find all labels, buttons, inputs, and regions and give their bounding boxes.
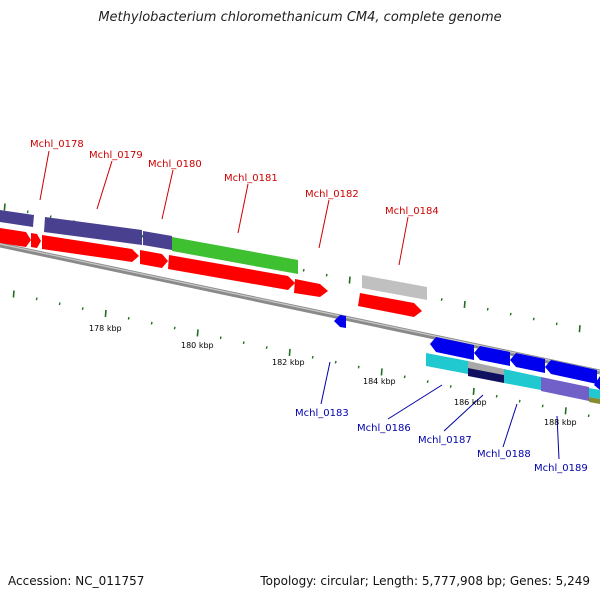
- cog-block-edge-olive[interactable]: [589, 397, 600, 404]
- cds-arrow-5[interactable]: [294, 279, 328, 297]
- gene-label-mchl-0179[interactable]: Mchl_0179: [89, 150, 143, 161]
- cds-reverse-arrow-2[interactable]: [474, 346, 510, 366]
- cds-reverse-arrow-4[interactable]: [545, 360, 597, 384]
- gene-label-mchl-0178[interactable]: Mchl_0178: [30, 139, 84, 150]
- kbp-label-188: 188 kbp: [544, 418, 577, 427]
- cog-block-mchl-0180[interactable]: [143, 231, 172, 250]
- scale-tick-major: [12, 290, 15, 298]
- scale-tick-minor: [141, 234, 144, 238]
- scale-tick-minor: [587, 414, 590, 418]
- scale-tick-minor: [518, 399, 521, 403]
- scale-tick-minor: [509, 312, 512, 316]
- scale-tick-minor: [486, 307, 489, 311]
- scale-tick-minor: [81, 307, 84, 311]
- scale-tick-major: [463, 300, 466, 308]
- scale-tick-minor: [403, 375, 406, 379]
- scale-tick-minor: [334, 360, 337, 364]
- top-label-leaders: [39, 150, 409, 266]
- scale-tick-major: [578, 325, 581, 333]
- scale-tick-major: [196, 329, 199, 337]
- cds-arrow-3[interactable]: [140, 250, 168, 268]
- bottom-label-leaders: [320, 361, 560, 460]
- cog-block-mchl-0181[interactable]: [172, 237, 298, 274]
- bottom-gene-labels: Mchl_0183 Mchl_0186 Mchl_0187 Mchl_0188 …: [295, 408, 588, 474]
- cog-block-mchl-0189[interactable]: [541, 377, 589, 401]
- scale-tick-minor: [26, 210, 29, 214]
- top-gene-labels: Mchl_0178 Mchl_0179 Mchl_0180 Mchl_0181 …: [30, 139, 439, 217]
- scale-tick-minor: [49, 215, 52, 219]
- cog-block-mchl-0187-gray[interactable]: [468, 361, 504, 375]
- scale-tick-minor: [532, 317, 535, 321]
- cds-reverse-arrow-3[interactable]: [510, 353, 545, 373]
- gene-label-mchl-0188[interactable]: Mchl_0188: [477, 449, 531, 460]
- cds-reverse-arrow-1[interactable]: [430, 337, 474, 360]
- scale-tick-major: [288, 348, 291, 356]
- cog-block-mchl-0187[interactable]: [468, 368, 504, 383]
- scale-tick-minor: [311, 355, 314, 359]
- scale-tick-minor: [219, 336, 222, 340]
- cds-arrow-6[interactable]: [358, 293, 422, 317]
- cog-block-mchl-0184[interactable]: [362, 275, 427, 300]
- scale-tick-minor: [35, 297, 38, 301]
- scale-tick-minor: [325, 273, 328, 277]
- scale-tick-minor: [440, 298, 443, 301]
- gene-label-mchl-0189[interactable]: Mchl_0189: [534, 463, 588, 474]
- scale-tick-minor: [265, 346, 268, 349]
- cds-forward-strand: [0, 228, 422, 317]
- gene-label-mchl-0187[interactable]: Mchl_0187: [418, 435, 472, 446]
- scale-tick-minor: [541, 404, 544, 408]
- scale-tick-minor: [150, 321, 153, 325]
- scale-tick-minor: [127, 316, 130, 320]
- scale-tick-minor: [302, 268, 305, 272]
- gene-label-mchl-0186[interactable]: Mchl_0186: [357, 423, 411, 434]
- scale-tick-major: [3, 203, 6, 211]
- accession-text: Accession: NC_011757: [8, 574, 145, 588]
- scale-tick-minor: [173, 326, 176, 330]
- cog-block-mchl-0178[interactable]: [0, 210, 34, 227]
- gene-label-mchl-0181[interactable]: Mchl_0181: [224, 173, 278, 184]
- scale-tick-minor: [357, 365, 360, 369]
- kbp-label-186: 186 kbp: [454, 398, 487, 407]
- kbp-scale-labels: 178 kbp 180 kbp 182 kbp 184 kbp 186 kbp …: [89, 324, 577, 427]
- cds-arrow-4[interactable]: [168, 255, 295, 290]
- cds-reverse-arrow-0[interactable]: [334, 315, 346, 328]
- gene-label-mchl-0183[interactable]: Mchl_0183: [295, 408, 349, 419]
- scale-tick-major: [380, 368, 383, 376]
- scale-tick-minor: [495, 394, 498, 398]
- kbp-label-182: 182 kbp: [272, 358, 305, 367]
- scale-tick-major: [104, 309, 107, 318]
- kbp-label-180: 180 kbp: [181, 341, 214, 350]
- scale-tick-minor: [242, 341, 245, 345]
- scale-tick-major: [348, 276, 351, 284]
- topology-text: Topology: circular; Length: 5,777,908 bp…: [260, 574, 590, 588]
- scale-tick-major: [472, 387, 475, 395]
- gene-label-mchl-0182[interactable]: Mchl_0182: [305, 189, 359, 200]
- scale-tick-minor: [449, 385, 452, 388]
- cog-block-mchl-0188[interactable]: [504, 369, 541, 390]
- scale-tick-major: [564, 407, 567, 415]
- cds-arrow-1[interactable]: [31, 233, 41, 248]
- cds-arrow-2[interactable]: [42, 235, 139, 262]
- cds-reverse-arrow-5[interactable]: [594, 376, 600, 390]
- kbp-label-184: 184 kbp: [363, 377, 396, 386]
- cog-block-mchl-0186[interactable]: [426, 353, 468, 374]
- gene-label-mchl-0184[interactable]: Mchl_0184: [385, 206, 439, 217]
- map-title: Methylobacterium chloromethanicum CM4, c…: [98, 10, 502, 25]
- cog-block-mchl-0179[interactable]: [44, 217, 142, 245]
- scale-tick-minor: [426, 380, 429, 384]
- gene-label-mchl-0180[interactable]: Mchl_0180: [148, 159, 202, 170]
- cog-ring-top: [0, 210, 427, 300]
- cds-arrow-0[interactable]: [0, 228, 31, 247]
- scale-tick-minor: [555, 322, 558, 326]
- cds-reverse-strand: [334, 315, 600, 390]
- kbp-label-178: 178 kbp: [89, 324, 122, 333]
- scale-tick-minor: [58, 302, 61, 306]
- cog-block-edge-cyan[interactable]: [589, 388, 600, 399]
- cog-ring-bottom: [426, 353, 600, 404]
